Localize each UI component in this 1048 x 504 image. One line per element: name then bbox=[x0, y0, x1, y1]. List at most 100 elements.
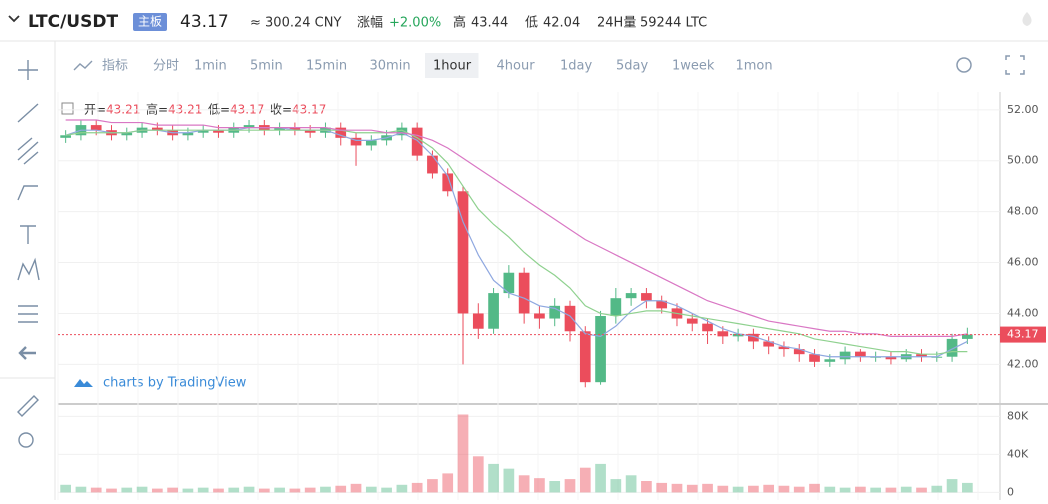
candle-body bbox=[182, 132, 194, 136]
candle-body bbox=[793, 349, 805, 355]
candle-body bbox=[457, 191, 469, 314]
volume-bar bbox=[304, 487, 316, 493]
y-tick-label: 52.00 bbox=[1007, 103, 1039, 116]
candle-body bbox=[702, 323, 713, 332]
tv-logo bbox=[74, 379, 93, 387]
volume-bar bbox=[717, 485, 729, 493]
last-price-label: 43.17 bbox=[1007, 328, 1039, 341]
volume-bar bbox=[962, 482, 973, 493]
volume: 59244 LTC bbox=[640, 16, 707, 31]
volume-bar bbox=[732, 486, 744, 493]
volume-bar bbox=[411, 482, 423, 493]
candle-body bbox=[732, 333, 744, 337]
volume-bar bbox=[75, 486, 87, 493]
interval[interactable]: 分时 bbox=[153, 59, 179, 74]
indicator-icon bbox=[73, 60, 93, 71]
volume-bar bbox=[197, 487, 209, 493]
volume-bar bbox=[213, 488, 224, 493]
volume-bar bbox=[488, 463, 499, 493]
candle-body bbox=[396, 127, 408, 136]
interval[interactable]: 30min bbox=[370, 59, 411, 74]
candle-body bbox=[579, 331, 591, 383]
last-price-bg bbox=[1000, 326, 1046, 343]
volume-bar bbox=[365, 486, 377, 493]
candle-body bbox=[625, 293, 637, 299]
volume-bar bbox=[151, 488, 163, 493]
zoom-tool[interactable] bbox=[18, 432, 34, 448]
settings-icon[interactable] bbox=[956, 57, 972, 73]
line-tool[interactable] bbox=[17, 103, 39, 123]
interval[interactable]: 1day bbox=[560, 59, 592, 74]
flame-icon bbox=[1022, 12, 1032, 26]
pen-tool[interactable] bbox=[17, 185, 38, 201]
volume-bar bbox=[564, 479, 576, 493]
candle-body bbox=[518, 272, 530, 314]
volume-bar bbox=[778, 485, 790, 493]
channel-tool[interactable] bbox=[17, 137, 39, 165]
volume-bar bbox=[610, 479, 622, 493]
candle-body bbox=[717, 331, 729, 337]
interval[interactable]: 1week bbox=[672, 59, 715, 74]
interval[interactable]: 1mon bbox=[736, 59, 773, 74]
ruler-tool[interactable] bbox=[17, 395, 39, 417]
v-tick-label: 80K bbox=[1007, 409, 1029, 422]
interval[interactable]: 4hour bbox=[497, 59, 536, 74]
volume-bar bbox=[656, 482, 668, 493]
legend-toggle[interactable] bbox=[61, 102, 74, 115]
volume-bar bbox=[457, 414, 469, 493]
back-tool[interactable] bbox=[18, 346, 36, 360]
change: +2.00% bbox=[389, 16, 441, 31]
text-tool[interactable] bbox=[20, 225, 36, 244]
fib-tool[interactable] bbox=[18, 305, 38, 323]
y-tick-label: 46.00 bbox=[1007, 256, 1039, 269]
volume-bar bbox=[641, 481, 652, 493]
chevron[interactable] bbox=[8, 15, 20, 23]
candle-body bbox=[885, 356, 897, 360]
interval[interactable]: 5day bbox=[616, 59, 648, 74]
volume-bar bbox=[182, 488, 194, 493]
interval[interactable]: 15min bbox=[306, 59, 347, 74]
volume-bar bbox=[579, 467, 591, 493]
volume-bar bbox=[121, 487, 133, 493]
volume-bar bbox=[625, 475, 637, 493]
volume-bar bbox=[350, 483, 362, 493]
volume-bar bbox=[549, 481, 561, 493]
crosshair-tool[interactable] bbox=[18, 60, 38, 80]
volume-bar bbox=[793, 486, 805, 493]
candle-body bbox=[365, 140, 377, 146]
volume-bar bbox=[274, 487, 285, 493]
legend-label: 高= bbox=[146, 102, 168, 117]
indicator[interactable]: 指标 bbox=[102, 59, 128, 74]
candle-body bbox=[289, 127, 301, 131]
candle-body bbox=[411, 127, 423, 156]
high: 43.44 bbox=[471, 16, 508, 31]
volume-bar bbox=[106, 488, 117, 493]
volume-bar bbox=[839, 487, 851, 493]
volume-bar bbox=[916, 487, 927, 493]
candle-body bbox=[824, 359, 836, 362]
volume-bar bbox=[518, 475, 530, 493]
candle-body bbox=[213, 130, 224, 133]
volume-bar bbox=[931, 485, 943, 493]
ma-line bbox=[65, 119, 968, 337]
volume-bar bbox=[136, 486, 148, 493]
candle-body bbox=[427, 155, 438, 174]
candle-body bbox=[151, 127, 163, 131]
change-label: 涨幅 bbox=[357, 16, 383, 31]
candle-body bbox=[350, 137, 362, 146]
interval[interactable]: 1min bbox=[194, 59, 227, 74]
fullscreen-icon[interactable] bbox=[1005, 55, 1025, 75]
volume-bar bbox=[258, 488, 270, 493]
interval[interactable]: 1hour bbox=[433, 59, 472, 74]
pattern-tool[interactable] bbox=[17, 257, 40, 281]
candle-body bbox=[748, 333, 759, 342]
price: 43.17 bbox=[180, 12, 229, 32]
y-tick-label: 50.00 bbox=[1007, 154, 1039, 167]
candle-body bbox=[90, 125, 102, 131]
candle-body bbox=[335, 127, 347, 138]
candle-body bbox=[549, 305, 561, 319]
v-tick-label: 40K bbox=[1007, 447, 1029, 460]
volume-bar bbox=[167, 487, 178, 493]
volume-bar bbox=[900, 486, 912, 493]
interval[interactable]: 5min bbox=[250, 59, 283, 74]
